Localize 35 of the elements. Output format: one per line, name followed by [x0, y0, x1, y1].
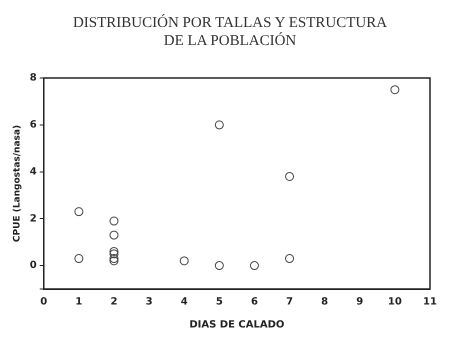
x-tick-label: 1 [75, 296, 82, 308]
point [109, 249, 118, 258]
x-tick-label: 0 [40, 296, 48, 308]
x-tick-label: 10 [388, 296, 402, 308]
y-tick-label: 8 [30, 72, 37, 84]
point [285, 254, 294, 264]
point [180, 256, 189, 266]
point [109, 216, 118, 226]
point [109, 246, 118, 256]
point [109, 256, 118, 266]
x-tick-label: 5 [216, 296, 223, 308]
point [214, 261, 224, 270]
point [285, 172, 294, 181]
y-axis-title: CPUE (Langostas/nasa) [12, 124, 23, 242]
x-tick-label: 2 [110, 296, 118, 308]
y-tick-label: 4 [30, 166, 37, 178]
y-tick-label: 0 [30, 260, 37, 272]
point [109, 254, 118, 264]
y-tick-label: 2 [30, 213, 37, 224]
x-tick-label: 7 [286, 296, 294, 308]
point [214, 120, 224, 130]
y-tick-label: 6 [30, 119, 37, 130]
x-tick-label: 4 [180, 296, 188, 308]
x-tick-label: 11 [423, 296, 437, 308]
x-tick-label: 8 [321, 296, 328, 308]
x-tick-label: 9 [356, 296, 364, 308]
point [109, 230, 118, 240]
x-axis-title: DIAS DE CALADO [189, 320, 284, 331]
chart-title: DISTRIBUCIÓN POR TALLAS Y ESTRUCTURA DE LA POBLACIÓN [72, 14, 388, 50]
x-tick-label: 3 [146, 296, 153, 308]
point [250, 261, 259, 270]
point [74, 207, 84, 216]
point [390, 85, 400, 94]
x-tick-label: 6 [250, 296, 258, 308]
point [74, 254, 84, 264]
